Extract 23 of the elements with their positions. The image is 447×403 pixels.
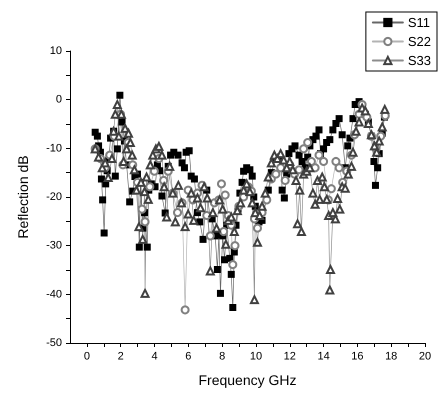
legend-label: S22 (408, 34, 432, 49)
x-axis-title: Frequency GHz (198, 372, 297, 388)
y-tick-label: -30 (46, 240, 62, 252)
x-tick-label: 10 (250, 350, 262, 362)
x-tick-label: 16 (351, 350, 364, 362)
x-tick-label: 2 (118, 350, 124, 362)
x-tick-label: 14 (317, 350, 330, 362)
x-tick-label: 18 (385, 350, 398, 362)
x-tick-label: 12 (284, 350, 296, 362)
legend-label: S11 (408, 15, 430, 30)
y-tick-label: 0 (56, 94, 62, 106)
y-tick-label: -50 (46, 337, 62, 349)
x-tick-label: 4 (151, 350, 158, 362)
x-tick-label: 20 (418, 350, 432, 362)
x-tick-label: 8 (219, 350, 226, 362)
legend-label: S33 (408, 53, 432, 68)
x-tick-label: 6 (185, 350, 192, 362)
y-tick-label: -40 (46, 288, 62, 300)
y-axis-title: Reflection dB (15, 155, 31, 239)
y-tick-label: 10 (50, 45, 62, 57)
y-tick-label: -10 (46, 142, 62, 154)
x-tick-label: 0 (84, 350, 90, 362)
y-tick-label: -20 (46, 191, 62, 203)
